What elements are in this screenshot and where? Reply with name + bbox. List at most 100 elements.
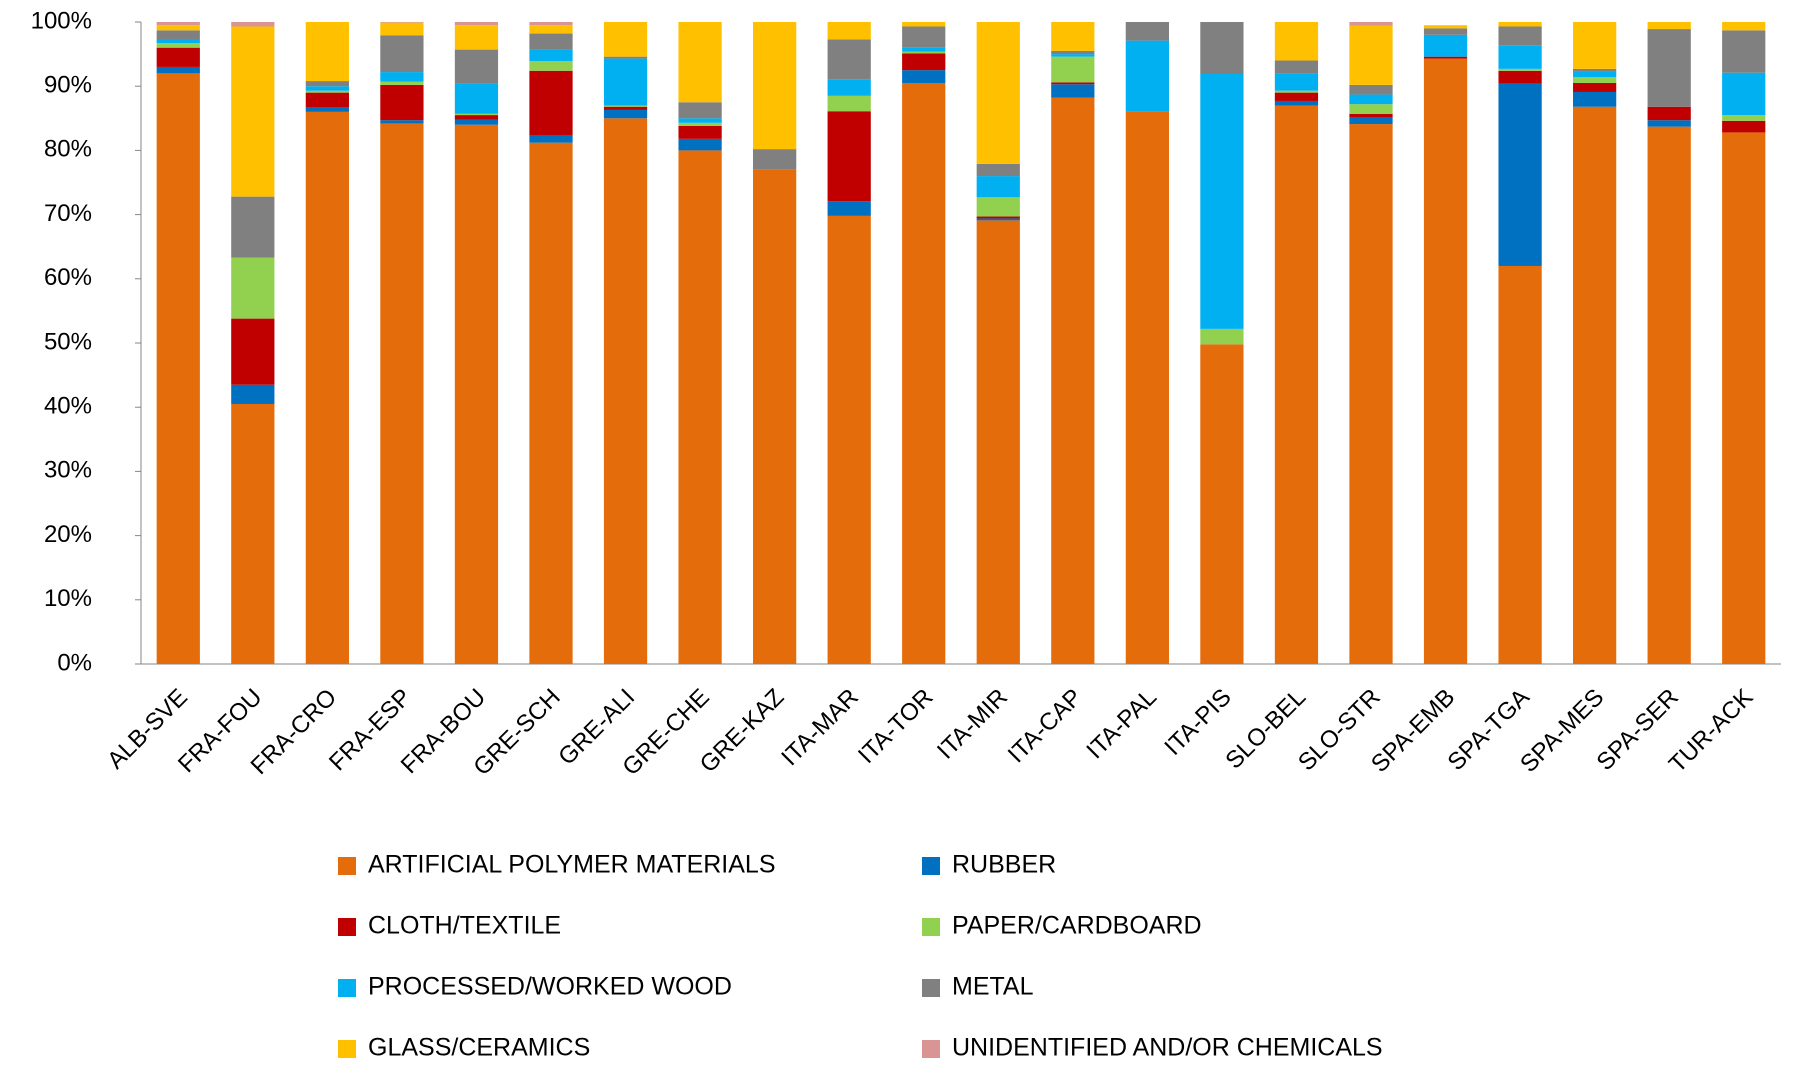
bar-segment: [305, 107, 349, 112]
x-tick-label: ITA-TOR: [853, 684, 938, 769]
bar-segment: [603, 56, 648, 59]
bar-segment: [156, 39, 200, 44]
x-tick-label: ITA-PAL: [1081, 684, 1162, 765]
bar-segment: [1349, 104, 1393, 114]
bar-segment: [902, 51, 946, 54]
bar-segment: [1722, 22, 1766, 31]
bar-segment: [902, 53, 946, 71]
bar-segment: [1647, 106, 1691, 121]
bar-segment: [603, 109, 648, 119]
bar-segment: [1200, 344, 1244, 664]
bar-segment: [231, 22, 275, 27]
bar-segment: [902, 22, 946, 27]
legend-swatch: [338, 918, 356, 936]
bar-segment: [529, 142, 573, 665]
legend-label: RUBBER: [952, 851, 1056, 879]
bar-segment: [1647, 120, 1691, 127]
bar-segment: [454, 113, 499, 116]
bar-segment: [1722, 115, 1766, 121]
bar-segment: [1722, 30, 1766, 73]
bar-segment: [1051, 97, 1095, 665]
bar-segment: [529, 22, 573, 26]
legend-swatch: [922, 979, 940, 997]
bar-segment: [380, 120, 424, 124]
bar-segment: [380, 22, 424, 36]
bar-segment: [1647, 22, 1691, 30]
bar-segment: [902, 70, 946, 83]
bar-segment: [305, 86, 349, 91]
bar-segment: [827, 95, 871, 112]
bar-segment: [1423, 34, 1468, 57]
bar-segment: [753, 149, 797, 170]
bar-segment: [380, 84, 424, 121]
bar-segment: [1125, 111, 1169, 664]
bar-segment: [753, 22, 797, 150]
bar-segment: [1274, 100, 1319, 106]
y-tick-label: 30%: [44, 457, 92, 484]
bar-segment: [976, 220, 1020, 665]
bar-segment: [827, 111, 871, 202]
bar-segment: [156, 22, 200, 26]
bar-segment: [976, 176, 1020, 198]
bar-segment: [305, 81, 349, 87]
bar-segment: [1573, 22, 1617, 69]
bar-segment: [529, 70, 573, 135]
legend-label: METAL: [952, 973, 1034, 1001]
bar-segment: [156, 43, 200, 48]
bar-segment: [827, 22, 871, 40]
bar-segment: [1051, 82, 1095, 85]
bar-segment: [678, 102, 722, 119]
bar-segment: [1573, 68, 1617, 72]
bar-segment: [454, 83, 499, 114]
bar-segment: [1200, 328, 1244, 345]
bar-segment: [1647, 126, 1691, 664]
bar-segment: [454, 25, 499, 50]
legend-label: GLASS/CERAMICS: [368, 1034, 590, 1062]
x-tick-label: ITA-CAP: [1003, 684, 1088, 769]
bar-segment: [1125, 22, 1169, 41]
bar-segment: [1498, 45, 1542, 69]
bar-segment: [827, 39, 871, 80]
y-tick-label: 50%: [44, 328, 92, 355]
bar-segment: [827, 215, 871, 664]
y-tick-label: 80%: [44, 136, 92, 163]
bar-segment: [1349, 117, 1393, 125]
bar-segment: [231, 318, 275, 385]
legend-swatch: [338, 857, 356, 875]
bar-segment: [902, 82, 946, 665]
bar-segment: [976, 163, 1020, 177]
bar-segment: [1349, 84, 1393, 95]
bar-segment: [1349, 22, 1393, 26]
bar-segment: [678, 150, 722, 664]
bar-segment: [603, 22, 648, 57]
bar-segment: [1498, 83, 1542, 266]
y-tick-label: 0%: [57, 649, 92, 676]
legend-swatch: [338, 979, 356, 997]
bar-segment: [156, 47, 200, 67]
bar-segment: [156, 73, 200, 665]
bar-segment: [1349, 94, 1393, 105]
legend-label: PROCESSED/WORKED WOOD: [368, 973, 732, 1001]
bar-segment: [1051, 50, 1095, 55]
bar-segment: [678, 122, 722, 127]
bar-segment: [1274, 22, 1319, 61]
bar-segment: [231, 257, 275, 319]
bar-segment: [1349, 113, 1393, 118]
bar-segment: [1274, 90, 1319, 93]
bar-segment: [454, 124, 499, 665]
bar-segment: [156, 25, 200, 31]
bar-segment: [156, 30, 200, 40]
bar-segment: [231, 403, 275, 664]
bar-segment: [529, 49, 573, 62]
bar-segment: [1498, 26, 1542, 46]
y-tick-label: 90%: [44, 72, 92, 99]
bar-segment: [529, 25, 573, 34]
bar-segment: [1573, 82, 1617, 92]
bar-segment: [1647, 29, 1691, 107]
bar-segment: [231, 384, 275, 404]
bar-segment: [976, 216, 1020, 219]
y-tick-label: 70%: [44, 200, 92, 227]
bar-segment: [529, 134, 573, 143]
bar-segment: [827, 79, 871, 96]
